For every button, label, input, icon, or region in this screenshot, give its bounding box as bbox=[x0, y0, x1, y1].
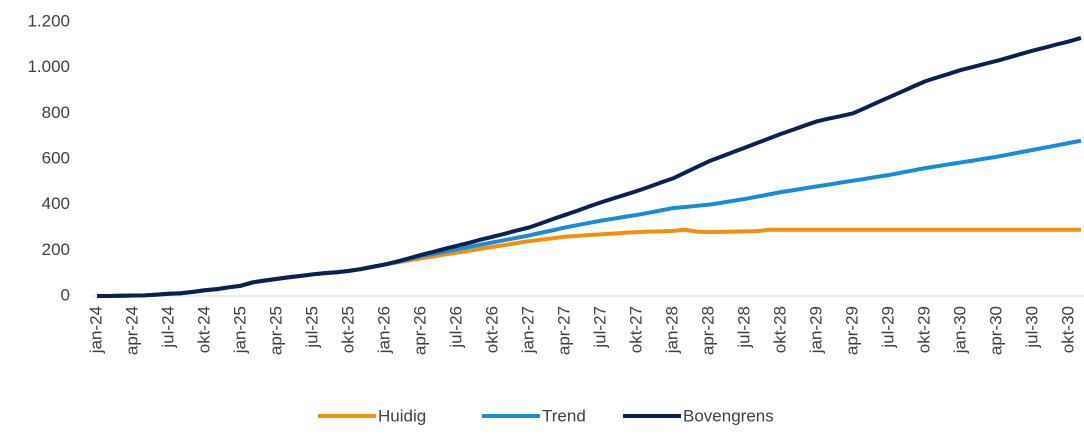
legend-label: Trend bbox=[542, 406, 586, 425]
x-tick-label: jan-30 bbox=[950, 306, 969, 354]
y-tick-label: 200 bbox=[42, 240, 70, 259]
x-tick-label: jul-28 bbox=[734, 306, 753, 349]
y-tick-label: 600 bbox=[42, 148, 70, 167]
x-tick-label: jul-25 bbox=[302, 306, 321, 349]
x-tick-label: jul-27 bbox=[590, 306, 609, 349]
y-tick-label: 1.000 bbox=[27, 57, 70, 76]
x-tick-label: apr-25 bbox=[266, 306, 285, 355]
line-series bbox=[97, 36, 1082, 298]
x-tick-label: jul-30 bbox=[1022, 306, 1041, 349]
x-tick-label: apr-28 bbox=[698, 306, 717, 355]
x-tick-label: okt-25 bbox=[338, 306, 357, 353]
y-tick-label: 1.200 bbox=[27, 11, 70, 30]
x-tick-label: okt-24 bbox=[194, 306, 213, 353]
x-tick-label: okt-28 bbox=[770, 306, 789, 353]
x-tick-label: apr-27 bbox=[554, 306, 573, 355]
x-tick-label: jan-29 bbox=[806, 306, 825, 354]
y-tick-label: 0 bbox=[61, 285, 70, 304]
y-tick-label: 400 bbox=[42, 194, 70, 213]
x-tick-label: okt-29 bbox=[914, 306, 933, 353]
x-tick-label: jan-26 bbox=[374, 306, 393, 354]
x-tick-label: apr-30 bbox=[986, 306, 1005, 355]
x-tick-label: jul-24 bbox=[158, 306, 177, 349]
x-tick-label: jan-28 bbox=[662, 306, 681, 354]
legend-label: Huidig bbox=[378, 406, 426, 425]
x-tick-label: apr-29 bbox=[842, 306, 861, 355]
x-tick-label: jul-29 bbox=[878, 306, 897, 349]
x-tick-label: okt-27 bbox=[626, 306, 645, 353]
line-series bbox=[97, 138, 1082, 298]
x-tick-label: jul-26 bbox=[446, 306, 465, 349]
x-tick-label: apr-26 bbox=[410, 306, 429, 355]
y-tick-label: 800 bbox=[42, 103, 70, 122]
legend-label: Bovengrens bbox=[683, 406, 774, 425]
x-tick-label: okt-26 bbox=[482, 306, 501, 353]
x-tick-label: jan-24 bbox=[86, 306, 105, 354]
x-tick-label: jan-27 bbox=[518, 306, 537, 354]
x-tick-label: okt-30 bbox=[1058, 306, 1077, 353]
x-tick-label: jan-25 bbox=[230, 306, 249, 354]
x-tick-label: apr-24 bbox=[122, 306, 141, 355]
